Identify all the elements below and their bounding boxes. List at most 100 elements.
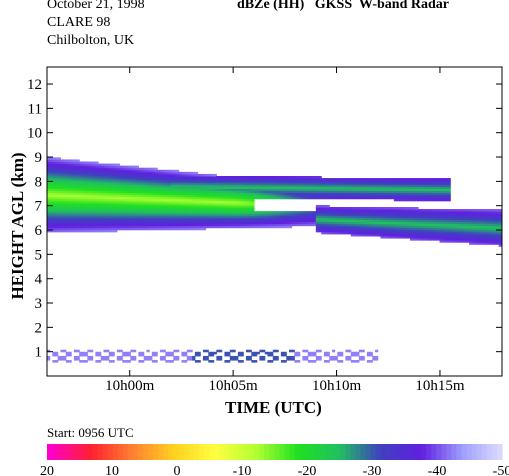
echo-cell (272, 221, 277, 225)
echo-cell (60, 223, 64, 227)
echo-cell (364, 217, 368, 220)
echo-cell (264, 351, 268, 355)
echo-cell (423, 184, 427, 187)
echo-cell (60, 198, 64, 202)
echo-cell (426, 211, 430, 214)
echo-cell (162, 219, 166, 222)
echo-cell (291, 184, 295, 187)
echo-cell (418, 186, 422, 189)
echo-cell (436, 219, 441, 222)
echo-cell (229, 225, 234, 229)
echo-cell (444, 192, 449, 196)
echo-cell (47, 221, 51, 225)
echo-cell (192, 209, 196, 212)
echo-cell (181, 207, 185, 210)
echo-cell (159, 169, 164, 173)
echo-cell (208, 215, 212, 218)
echo-cell (256, 223, 260, 227)
echo-cell (340, 178, 344, 181)
echo-cell (485, 233, 489, 237)
echo-cell (388, 192, 392, 196)
echo-cell (278, 211, 282, 214)
echo-cell (364, 221, 368, 225)
echo-cell (184, 184, 188, 187)
echo-cell (186, 225, 190, 229)
echo-cell (49, 221, 53, 225)
echo-cell (323, 192, 328, 196)
echo-cell (133, 176, 137, 179)
echo-cell (189, 188, 193, 191)
echo-cell (178, 217, 182, 220)
echo-cell (418, 238, 422, 241)
echo-cell (348, 186, 352, 189)
echo-cell (345, 231, 349, 235)
echo-cell (356, 225, 360, 229)
echo-cell (321, 178, 325, 181)
echo-cell (380, 207, 384, 210)
echo-cell (345, 225, 349, 229)
echo-cell (409, 180, 414, 183)
echo-cell (348, 188, 352, 191)
echo-cell (399, 219, 403, 222)
echo-cell (366, 211, 371, 214)
echo-cell (167, 227, 172, 231)
echo-cell (100, 209, 104, 212)
echo-cell (71, 213, 75, 216)
echo-cell (60, 171, 64, 175)
echo-cell (192, 196, 196, 200)
echo-cell (151, 360, 156, 363)
echo-cell (186, 178, 190, 181)
echo-cell (181, 186, 185, 189)
echo-cell (68, 180, 72, 183)
echo-cell (393, 229, 398, 233)
echo-cell (490, 233, 494, 237)
echo-cell (229, 184, 234, 187)
echo-cell (181, 225, 185, 229)
echo-cell (219, 349, 223, 353)
echo-cell (98, 221, 102, 225)
echo-cell (353, 353, 357, 357)
echo-cell (291, 221, 295, 225)
echo-cell (87, 204, 91, 208)
echo-cell (154, 221, 158, 225)
echo-cell (412, 219, 416, 222)
echo-cell (235, 182, 239, 185)
echo-cell (95, 182, 99, 185)
echo-cell (116, 204, 121, 208)
echo-cell (114, 186, 118, 189)
echo-cell (124, 173, 129, 177)
echo-cell (299, 194, 303, 198)
colorbar-segment (486, 444, 493, 460)
echo-cell (318, 217, 322, 220)
echo-cell (348, 184, 352, 187)
echo-cell (426, 227, 430, 231)
echo-cell (232, 357, 236, 361)
echo-cell (157, 223, 161, 227)
echo-cell (305, 357, 309, 361)
echo-cell (496, 229, 500, 233)
echo-cell (87, 196, 91, 200)
echo-cell (149, 204, 153, 208)
echo-cell (251, 190, 255, 194)
echo-cell (76, 182, 80, 185)
echo-cell (329, 194, 333, 198)
echo-cell (68, 182, 72, 185)
echo-cell (388, 219, 392, 222)
echo-cell (167, 188, 172, 191)
echo-cell (262, 180, 266, 183)
echo-cell (237, 194, 242, 198)
echo-cell (47, 178, 51, 181)
echo-cell (401, 221, 406, 225)
echo-cell (326, 207, 330, 210)
echo-cell (92, 209, 96, 212)
echo-cell (423, 209, 427, 212)
echo-cell (469, 235, 473, 239)
echo-cell (47, 165, 51, 169)
echo-cell (383, 235, 387, 239)
echo-cell (116, 355, 121, 359)
echo-cell (181, 192, 185, 196)
echo-cell (68, 219, 72, 222)
echo-cell (369, 351, 373, 355)
echo-cell (197, 194, 201, 198)
echo-cell (205, 198, 209, 202)
